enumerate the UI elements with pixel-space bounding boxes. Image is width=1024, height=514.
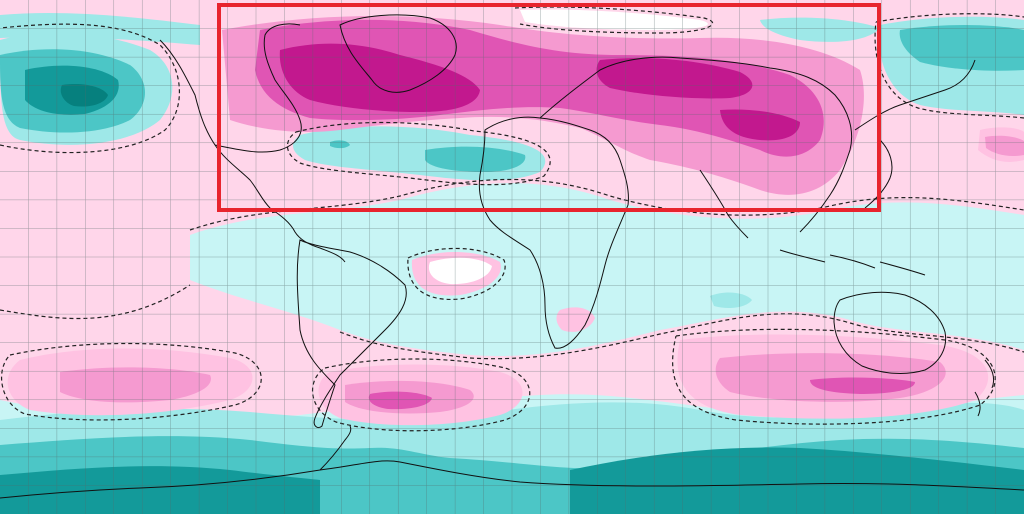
north-pacific-teal-darkest [60, 84, 108, 107]
contour-north-atlantic [286, 121, 551, 186]
contour-south-pacific [1, 342, 262, 421]
tropical-cyan-band [190, 183, 1024, 356]
arctic-white-band [520, 9, 708, 30]
tropical-atlantic-white [428, 257, 492, 285]
coast-australia [833, 291, 947, 374]
northwest-pacific-teal-mid [899, 25, 1024, 71]
eurasia-warm-deep-east [720, 109, 800, 141]
contour-south-indian [672, 328, 996, 425]
coast-south-america [296, 239, 407, 429]
southern-ocean-teal-deep-east [570, 447, 1024, 514]
southern-africa-pink-pocket [556, 307, 595, 332]
south-pacific-pink-mid [60, 367, 211, 403]
eurasia-warm-deep-siberia [596, 58, 753, 99]
northwest-pacific-pink-mid [985, 135, 1024, 157]
coast-europe-africa [478, 116, 629, 349]
coastlines [0, 14, 1024, 499]
arctic-teal-west [0, 13, 200, 46]
highlighted-region-box [217, 3, 881, 212]
coast-antarctic-peninsula [319, 425, 352, 471]
contour-nw-pacific [874, 13, 1024, 119]
contour-south-atlantic [312, 358, 531, 432]
south-atlantic-pink-deep [368, 391, 432, 410]
coast-maritime-asia [779, 249, 926, 276]
coast-north-america [159, 23, 346, 263]
coast-greenland [339, 14, 457, 93]
coast-new-zealand [974, 359, 995, 417]
arctic-teal-east [760, 17, 880, 42]
contour-tropical-atlantic [407, 247, 506, 301]
south-indian-pink-mid [715, 353, 946, 402]
north-atlantic-teal-mid [425, 146, 526, 172]
zero-contours [0, 6, 1024, 432]
coast-eurasia [539, 56, 853, 239]
north-atlantic-teal-spot [330, 140, 350, 149]
eurasia-warm-deep-greenland [279, 43, 480, 113]
southern-ocean-teal-deep [0, 466, 320, 514]
contour-tropical-south [0, 284, 1024, 360]
south-indian-pink-deep [810, 377, 915, 394]
contour-arctic-white [514, 6, 714, 34]
indian-ocean-teal-pocket [710, 292, 752, 308]
coast-antarctica [0, 460, 1024, 499]
eurasia-warm-mid [255, 19, 824, 157]
